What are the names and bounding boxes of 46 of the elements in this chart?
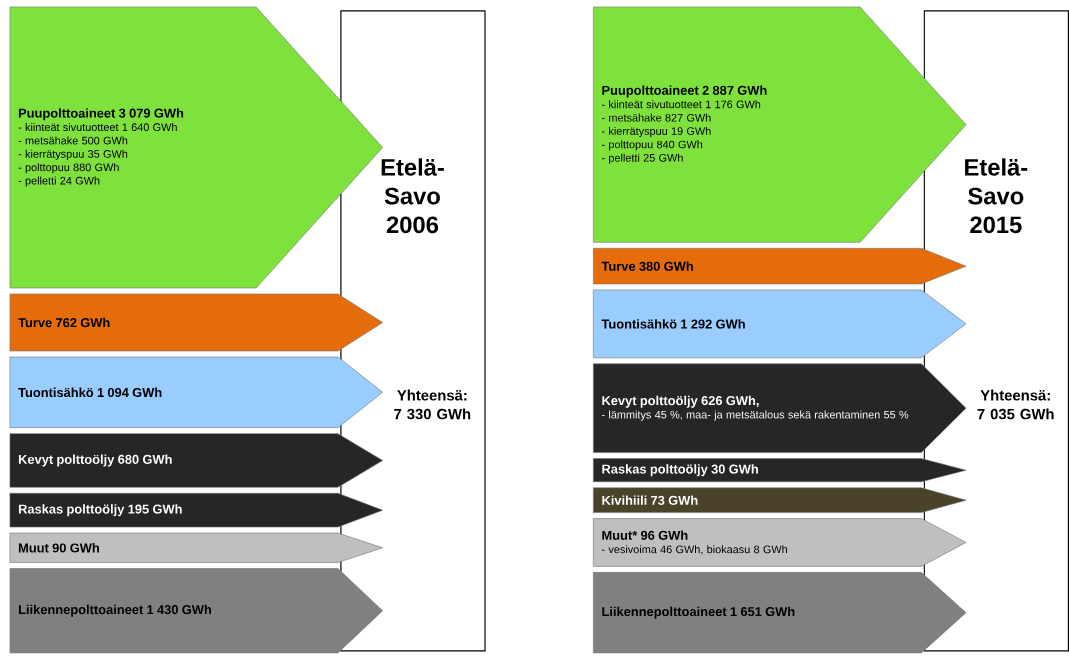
- category-label: Raskas polttoöljy: [18, 504, 125, 517]
- text: - metsähake 827 GWh: [601, 113, 711, 122]
- data-label: 73 GWh: [651, 495, 698, 505]
- text: - metsähake 500 GWh: [18, 136, 128, 145]
- data-label: 1 430 GWh: [147, 604, 211, 615]
- data-label: 680 GWh: [118, 454, 172, 464]
- data-label: 195 GWh: [128, 504, 182, 514]
- text: - kierrätyspuu 19 GWh: [601, 127, 711, 138]
- data-label: 1 094 GWh: [97, 387, 162, 398]
- data-label: 3 079 GWh: [118, 108, 184, 118]
- data-label: 30 GWh: [711, 464, 758, 474]
- data-label: 1 292 GWh: [681, 319, 745, 329]
- text: - lämmitys 45 %, maa- ja metsätalous sekä rakentaminen 55 %: [601, 410, 909, 421]
- category-label: Liikennepolttoaineet: [602, 606, 727, 619]
- category-label: Kevyt polttoöljy: [602, 395, 698, 408]
- text: Yhteensä: 7 035 GWh: [977, 389, 1054, 420]
- text: - pelletti 24 GWh: [18, 176, 100, 187]
- data-label: 2 887 GWh: [702, 85, 767, 95]
- data-label: 1 651 GWh: [730, 606, 795, 617]
- text: Etelä-Savo 2006: [381, 158, 444, 234]
- text: Yhteensä: 7 330 GWh: [394, 389, 471, 420]
- category-label: Kevyt polttoöljy: [18, 454, 115, 467]
- category-label: Muut: [18, 543, 49, 553]
- category-label: Tuontisähkö: [601, 319, 677, 329]
- data-label: 380 GWh: [639, 261, 693, 271]
- category-label: Muut*: [602, 530, 638, 540]
- text: - pelletti 25 GWh: [601, 153, 683, 164]
- category-label: Kivihiili: [602, 495, 647, 505]
- text: - kiinteät sivutuotteet 1 640 GWh: [18, 123, 177, 132]
- text: Etelä-Savo 2015: [965, 158, 1028, 234]
- text: - polttopuu 840 GWh: [601, 140, 703, 151]
- category-label: Puupolttoaineet: [602, 85, 699, 98]
- category-label: Raskas polttoöljy: [602, 464, 708, 477]
- category-label: Tuontisähkö: [18, 387, 94, 398]
- text: - vesivoima 46 GWh, biokaasu 8 GWh: [601, 545, 788, 555]
- category-label: Liikennepolttoaineet: [18, 604, 144, 617]
- data-label: 626 GWh,: [701, 395, 759, 408]
- category-label: Puupolttoaineet: [18, 108, 116, 121]
- text: - kierrätyspuu 35 GWh: [18, 149, 128, 160]
- data-label: 90 GWh: [52, 543, 99, 553]
- data-label: 762 GWh: [56, 317, 110, 328]
- category-label: Turve: [601, 261, 636, 271]
- text: - kiinteät sivutuotteet 1 176 GWh: [601, 100, 761, 109]
- text: - polttopuu 880 GWh: [18, 163, 119, 174]
- data-label: 96 GWh: [640, 530, 688, 540]
- category-label: Turve: [18, 318, 52, 328]
